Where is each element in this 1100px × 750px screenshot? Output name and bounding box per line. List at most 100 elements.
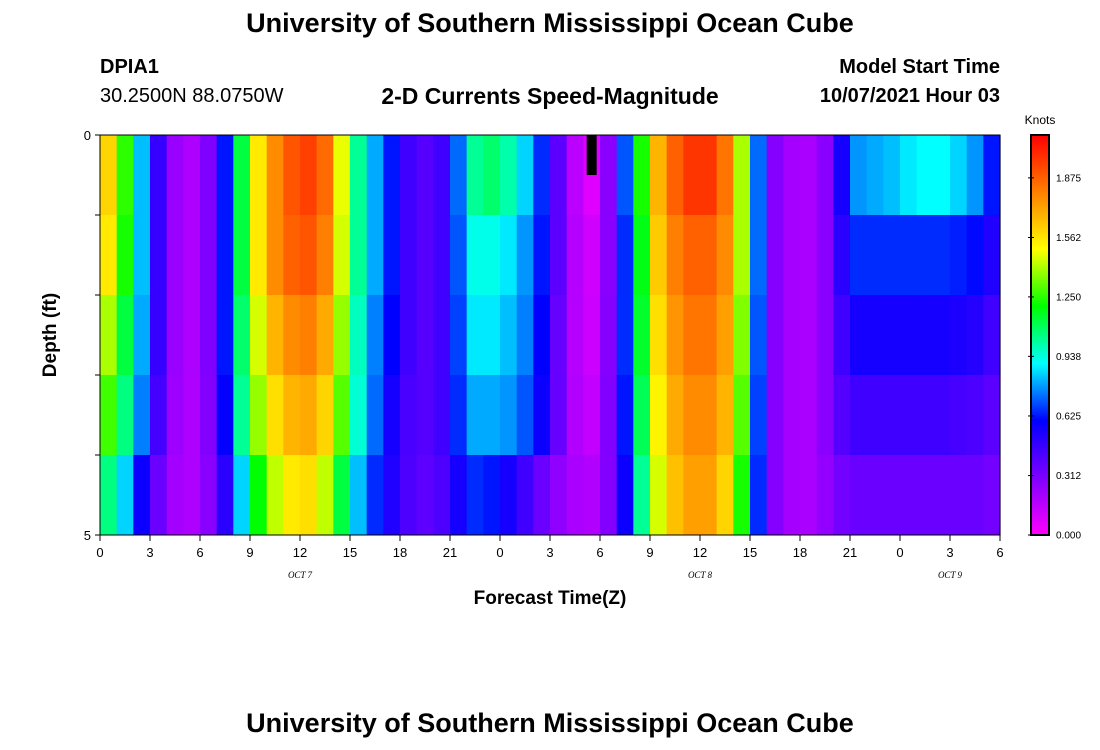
heatmap-cell xyxy=(600,455,618,536)
colorbar-scale xyxy=(1030,134,1050,536)
station-id: DPIA1 xyxy=(100,56,159,78)
heatmap-cell xyxy=(383,375,401,456)
heatmap-cell xyxy=(550,375,568,456)
heatmap-cell xyxy=(700,295,718,376)
y-axis-label: Depth (ft) xyxy=(40,293,61,377)
heatmap-cell xyxy=(850,215,868,296)
heatmap-cells xyxy=(100,135,1001,536)
heatmap-cell xyxy=(600,215,618,296)
heatmap-cell xyxy=(383,135,401,216)
main-title: University of Southern Mississippi Ocean… xyxy=(246,8,854,38)
heatmap-cell xyxy=(383,215,401,296)
heatmap-cell xyxy=(450,375,468,456)
heatmap-cell xyxy=(450,215,468,296)
heatmap-cell xyxy=(966,135,984,216)
missing-data-cell xyxy=(586,135,597,175)
heatmap-cell xyxy=(183,455,201,536)
heatmap-cell xyxy=(966,375,984,456)
heatmap-cell xyxy=(766,455,784,536)
heatmap-cell xyxy=(550,215,568,296)
heatmap-cell xyxy=(983,455,1001,536)
station-coordinates: 30.2500N 88.0750W xyxy=(100,85,284,107)
heatmap-cell xyxy=(350,135,368,216)
heatmap-cell xyxy=(800,375,818,456)
heatmap-cell xyxy=(100,375,118,456)
heatmap-cell xyxy=(583,375,601,456)
heatmap-cell xyxy=(400,215,418,296)
heatmap-cell xyxy=(633,135,651,216)
heatmap-cell xyxy=(883,215,901,296)
heatmap-cell xyxy=(266,135,284,216)
heatmap-cell xyxy=(166,375,184,456)
heatmap-cell xyxy=(633,295,651,376)
heatmap-cell xyxy=(150,135,168,216)
heatmap-cell xyxy=(166,295,184,376)
heatmap-cell xyxy=(950,455,968,536)
heatmap-cell xyxy=(200,375,218,456)
heatmap-cell xyxy=(316,375,334,456)
heatmap-cell xyxy=(266,455,284,536)
heatmap-cell xyxy=(933,215,951,296)
heatmap-cell xyxy=(283,135,301,216)
heatmap-cell xyxy=(650,135,668,216)
heatmap-cell xyxy=(716,215,734,296)
colorbar: Knots 0.000 0.312 0.625 0.938 1.250 1.562 1.87… xyxy=(1025,113,1082,542)
heatmap-cell xyxy=(450,295,468,376)
heatmap-cell xyxy=(333,215,351,296)
heatmap-cell xyxy=(583,455,601,536)
colorbar-tick-label: 0.938 xyxy=(1056,352,1081,363)
heatmap-cell xyxy=(366,295,384,376)
heatmap-cell xyxy=(483,375,501,456)
heatmap-cell xyxy=(300,455,318,536)
heatmap-cell xyxy=(400,135,418,216)
heatmap-cell xyxy=(550,455,568,536)
date-label: OCT 7 xyxy=(288,570,313,580)
heatmap-cell xyxy=(816,215,834,296)
heatmap-cell xyxy=(300,295,318,376)
heatmap-cell xyxy=(533,375,551,456)
colorbar-tick-label: 0.312 xyxy=(1056,471,1081,482)
y-tick-label: 0 xyxy=(84,128,91,143)
heatmap-cell xyxy=(316,215,334,296)
heatmap-cell xyxy=(866,375,884,456)
x-tick-label: 12 xyxy=(693,545,707,560)
heatmap-cell xyxy=(133,135,151,216)
heatmap-cell xyxy=(283,375,301,456)
heatmap-cell xyxy=(833,135,851,216)
heatmap-cell xyxy=(600,375,618,456)
heatmap-cell xyxy=(300,135,318,216)
heatmap-cell xyxy=(933,375,951,456)
heatmap-cell xyxy=(533,295,551,376)
heatmap-cell xyxy=(666,295,684,376)
heatmap-cell xyxy=(616,135,634,216)
x-axis-label: Forecast Time(Z) xyxy=(474,588,627,609)
heatmap-cell xyxy=(150,455,168,536)
heatmap-cell xyxy=(200,135,218,216)
heatmap-cell xyxy=(983,295,1001,376)
heatmap-cell xyxy=(183,135,201,216)
heatmap-cell xyxy=(166,215,184,296)
heatmap-cell xyxy=(566,295,584,376)
heatmap-cell xyxy=(566,135,584,216)
heatmap-cell xyxy=(316,295,334,376)
heatmap-cell xyxy=(483,135,501,216)
heatmap-cell xyxy=(733,215,751,296)
heatmap-cell xyxy=(583,215,601,296)
heatmap-cell xyxy=(550,135,568,216)
heatmap-cell xyxy=(883,295,901,376)
heatmap-cell xyxy=(466,215,484,296)
heatmap-cell xyxy=(416,135,434,216)
heatmap-cell xyxy=(433,375,451,456)
heatmap-cell xyxy=(500,295,518,376)
heatmap-cell xyxy=(900,215,918,296)
colorbar-tick-label: 1.562 xyxy=(1056,233,1081,244)
heatmap-cell xyxy=(216,215,234,296)
heatmap-cell xyxy=(950,375,968,456)
x-tick-label: 0 xyxy=(496,545,503,560)
y-axis: 05 xyxy=(84,128,100,543)
heatmap-cell xyxy=(516,375,534,456)
heatmap-cell xyxy=(750,455,768,536)
heatmap-cell xyxy=(733,295,751,376)
heatmap-cell xyxy=(883,375,901,456)
heatmap-cell xyxy=(983,375,1001,456)
